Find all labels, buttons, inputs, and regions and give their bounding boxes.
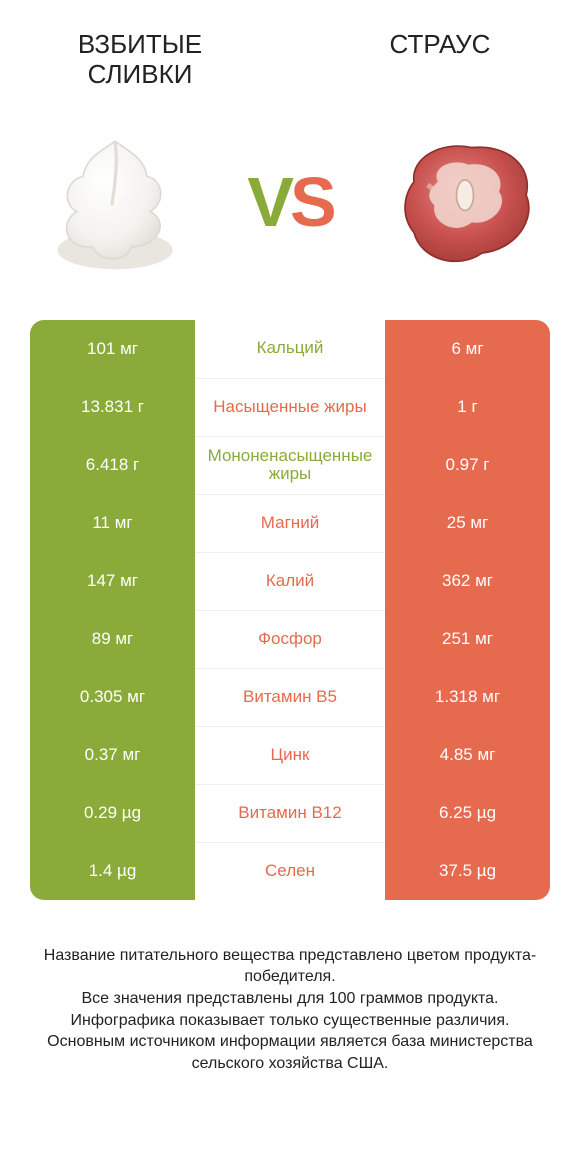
footnote-line: Основным источником информации является … bbox=[30, 1031, 550, 1074]
cell-left-value: 101 мг bbox=[30, 320, 195, 378]
cell-left-value: 89 мг bbox=[30, 610, 195, 668]
cell-left-value: 0.37 мг bbox=[30, 726, 195, 784]
footnote: Название питательного вещества представл… bbox=[0, 900, 580, 1105]
footnote-line: Название питательного вещества представл… bbox=[30, 945, 550, 988]
cell-nutrient-name: Магний bbox=[195, 494, 385, 552]
cell-nutrient-name: Кальций bbox=[195, 320, 385, 378]
cell-nutrient-name: Цинк bbox=[195, 726, 385, 784]
cell-left-value: 11 мг bbox=[30, 494, 195, 552]
vs-v: V bbox=[247, 163, 290, 241]
image-left-whipped-cream bbox=[30, 117, 200, 287]
cell-left-value: 147 мг bbox=[30, 552, 195, 610]
meat-steak-icon bbox=[380, 117, 550, 287]
cell-left-value: 1.4 µg bbox=[30, 842, 195, 900]
title-left: ВЗБИТЫЕ СЛИВКИ bbox=[40, 30, 240, 90]
footnote-line: Инфографика показывает только существенн… bbox=[30, 1010, 550, 1032]
table-row: 1.4 µgСелен37.5 µg bbox=[30, 842, 550, 900]
cell-right-value: 251 мг bbox=[385, 610, 550, 668]
cell-left-value: 6.418 г bbox=[30, 436, 195, 494]
table-row: 11 мгМагний25 мг bbox=[30, 494, 550, 552]
comparison-table: 101 мгКальций6 мг13.831 гНасыщенные жиры… bbox=[30, 320, 550, 900]
cell-left-value: 0.29 µg bbox=[30, 784, 195, 842]
cell-nutrient-name: Насыщенные жиры bbox=[195, 378, 385, 436]
cell-right-value: 4.85 мг bbox=[385, 726, 550, 784]
cell-right-value: 1 г bbox=[385, 378, 550, 436]
cell-left-value: 13.831 г bbox=[30, 378, 195, 436]
cell-nutrient-name: Мононенасыщенные жиры bbox=[195, 436, 385, 494]
cell-nutrient-name: Калий bbox=[195, 552, 385, 610]
table-row: 147 мгКалий362 мг bbox=[30, 552, 550, 610]
cell-right-value: 6 мг bbox=[385, 320, 550, 378]
cell-nutrient-name: Фосфор bbox=[195, 610, 385, 668]
cell-right-value: 6.25 µg bbox=[385, 784, 550, 842]
images-row: VS bbox=[0, 100, 580, 320]
vs-s: S bbox=[290, 163, 333, 241]
header: ВЗБИТЫЕ СЛИВКИ СТРАУС bbox=[0, 0, 580, 100]
table-row: 89 мгФосфор251 мг bbox=[30, 610, 550, 668]
cell-nutrient-name: Витамин B5 bbox=[195, 668, 385, 726]
cell-right-value: 362 мг bbox=[385, 552, 550, 610]
table-row: 0.37 мгЦинк4.85 мг bbox=[30, 726, 550, 784]
cell-right-value: 1.318 мг bbox=[385, 668, 550, 726]
vs-label: VS bbox=[247, 162, 332, 242]
whipped-cream-icon bbox=[35, 122, 195, 282]
image-right-ostrich-meat bbox=[380, 117, 550, 287]
table-row: 101 мгКальций6 мг bbox=[30, 320, 550, 378]
cell-nutrient-name: Селен bbox=[195, 842, 385, 900]
table-row: 13.831 гНасыщенные жиры1 г bbox=[30, 378, 550, 436]
cell-right-value: 37.5 µg bbox=[385, 842, 550, 900]
cell-right-value: 0.97 г bbox=[385, 436, 550, 494]
table-row: 0.29 µgВитамин B126.25 µg bbox=[30, 784, 550, 842]
table-row: 0.305 мгВитамин B51.318 мг bbox=[30, 668, 550, 726]
cell-right-value: 25 мг bbox=[385, 494, 550, 552]
cell-nutrient-name: Витамин B12 bbox=[195, 784, 385, 842]
table-row: 6.418 гМононенасыщенные жиры0.97 г bbox=[30, 436, 550, 494]
title-right: СТРАУС bbox=[340, 30, 540, 60]
cell-left-value: 0.305 мг bbox=[30, 668, 195, 726]
footnote-line: Все значения представлены для 100 граммо… bbox=[30, 988, 550, 1010]
